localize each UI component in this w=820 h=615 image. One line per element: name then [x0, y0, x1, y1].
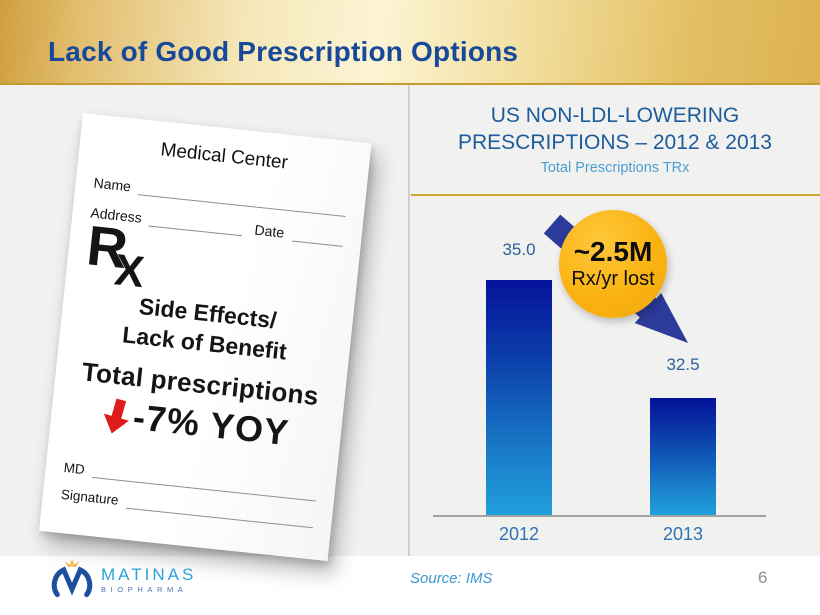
- x-axis-line: [433, 515, 766, 517]
- date-label: Date: [253, 221, 285, 241]
- x-tick-2012: 2012: [498, 524, 540, 544]
- bar-value-label-2012: 35.0: [502, 240, 536, 259]
- bar-value-label-2013: 32.5: [666, 355, 700, 374]
- logo-subname: BIOPHARMA: [101, 585, 188, 595]
- signature-label: Signature: [60, 486, 120, 508]
- gold-rule: [411, 194, 820, 196]
- name-label: Name: [92, 174, 132, 195]
- bar-2013: [650, 398, 716, 516]
- page-number: 6: [758, 568, 768, 587]
- signature-blank-line: [125, 495, 315, 529]
- x-tick-2013: 2013: [662, 524, 704, 544]
- source-note: Source: IMS: [410, 570, 493, 587]
- logo-text: MATINAS BIOPHARMA: [101, 566, 196, 594]
- callout-label: Rx/yr lost: [571, 268, 655, 291]
- panel-divider: [408, 85, 410, 556]
- callout-circle: ~2.5M Rx/yr lost: [559, 210, 667, 318]
- slide-header: Lack of Good Prescription Options: [0, 0, 820, 85]
- logo-name: MATINAS: [101, 565, 197, 585]
- md-label: MD: [63, 459, 86, 477]
- prescription-pad: Medical Center Name Address Date R X Sid…: [39, 113, 372, 562]
- page-title: Lack of Good Prescription Options: [48, 36, 519, 67]
- red-down-arrow-head: [99, 413, 129, 437]
- company-logo: MATINAS BIOPHARMA: [50, 558, 196, 602]
- chart-title-line2: PRESCRIPTIONS – 2012 & 2013: [458, 131, 772, 155]
- chart-title-line1: US NON-LDL-LOWERING: [490, 104, 740, 127]
- matinas-m-logo-icon: [51, 558, 93, 598]
- rx-letter-x: X: [112, 245, 147, 298]
- chart-title: US NON-LDL-LOWERING PRESCRIPTIONS – 2012…: [410, 102, 820, 157]
- red-down-arrow-icon: [98, 394, 134, 440]
- callout-value: ~2.5M: [573, 235, 653, 267]
- bar-2012: [486, 280, 552, 516]
- chart-subtitle: Total Prescriptions TRx: [540, 160, 690, 176]
- clinic-name: Medical Center: [159, 139, 289, 174]
